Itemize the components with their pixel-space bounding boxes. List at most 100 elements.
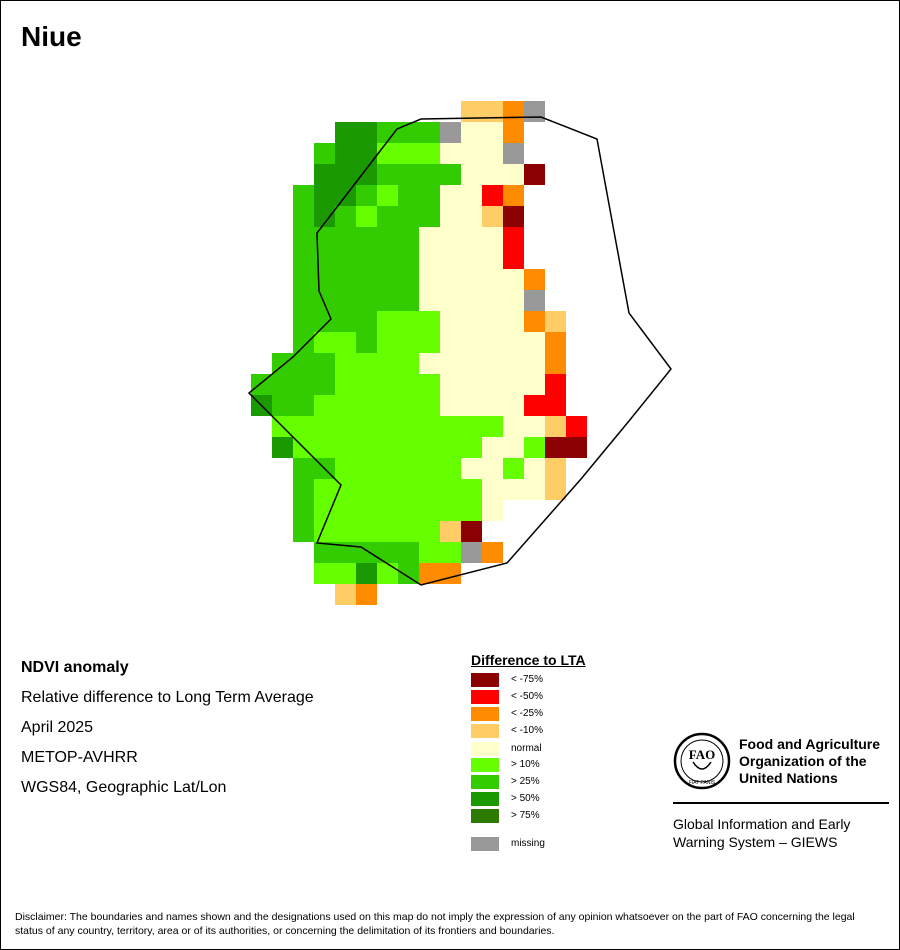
ndvi-cell <box>440 395 461 416</box>
ndvi-cell <box>419 542 440 563</box>
ndvi-cell <box>440 248 461 269</box>
ndvi-cell <box>419 227 440 248</box>
ndvi-cell <box>314 164 335 185</box>
ndvi-cell <box>419 416 440 437</box>
ndvi-cell <box>293 332 314 353</box>
ndvi-cell <box>293 479 314 500</box>
ndvi-cell <box>524 479 545 500</box>
ndvi-cell <box>440 332 461 353</box>
ndvi-cell <box>314 395 335 416</box>
legend-swatch <box>471 792 499 806</box>
ndvi-cell <box>356 122 377 143</box>
ndvi-cell <box>503 437 524 458</box>
giews-name: Global Information and Early Warning Sys… <box>673 816 851 850</box>
ndvi-cell <box>440 185 461 206</box>
ndvi-cell <box>440 458 461 479</box>
ndvi-cell <box>272 374 293 395</box>
ndvi-cell <box>314 479 335 500</box>
ndvi-cell <box>272 395 293 416</box>
ndvi-cell <box>566 437 587 458</box>
ndvi-cell <box>440 206 461 227</box>
ndvi-cell <box>314 227 335 248</box>
ndvi-cell <box>419 332 440 353</box>
ndvi-cell <box>356 227 377 248</box>
ndvi-cell <box>293 206 314 227</box>
fao-logo-icon: FAO FIAT PANIS <box>673 732 731 790</box>
ndvi-cell <box>335 563 356 584</box>
niue-map <box>247 101 672 605</box>
ndvi-cell <box>293 353 314 374</box>
ndvi-cell <box>461 521 482 542</box>
ndvi-cell <box>377 374 398 395</box>
ndvi-cell <box>482 290 503 311</box>
ndvi-cell <box>461 143 482 164</box>
product-date: April 2025 <box>21 719 94 736</box>
ndvi-cell <box>440 353 461 374</box>
ndvi-cell <box>377 500 398 521</box>
ndvi-cell <box>356 584 377 605</box>
ndvi-cell <box>482 248 503 269</box>
ndvi-cell <box>524 353 545 374</box>
ndvi-cell <box>461 374 482 395</box>
ndvi-cell <box>356 458 377 479</box>
legend-label: > 75% <box>511 810 540 821</box>
ndvi-cell <box>461 227 482 248</box>
ndvi-cell <box>377 122 398 143</box>
ndvi-cell <box>419 206 440 227</box>
ndvi-cell <box>503 248 524 269</box>
ndvi-cell <box>293 248 314 269</box>
ndvi-cell <box>482 332 503 353</box>
ndvi-cell <box>440 500 461 521</box>
ndvi-cell <box>545 332 566 353</box>
ndvi-cell <box>461 311 482 332</box>
ndvi-cell <box>335 311 356 332</box>
ndvi-cell <box>356 290 377 311</box>
ndvi-cell <box>335 227 356 248</box>
ndvi-cell <box>335 332 356 353</box>
ndvi-cell <box>545 458 566 479</box>
ndvi-cell <box>314 269 335 290</box>
ndvi-cell <box>440 479 461 500</box>
ndvi-cell <box>335 500 356 521</box>
ndvi-cell <box>356 500 377 521</box>
ndvi-cell <box>335 248 356 269</box>
ndvi-cell <box>503 311 524 332</box>
ndvi-cell <box>440 521 461 542</box>
ndvi-cell <box>419 521 440 542</box>
ndvi-cell <box>377 311 398 332</box>
ndvi-cell <box>398 416 419 437</box>
ndvi-cell <box>503 101 524 122</box>
legend-label: > 25% <box>511 776 540 787</box>
ndvi-cell <box>440 269 461 290</box>
legend-label: < -75% <box>511 674 543 685</box>
ndvi-cell <box>461 353 482 374</box>
ndvi-cell <box>398 479 419 500</box>
ndvi-cell <box>524 458 545 479</box>
ndvi-cell <box>461 164 482 185</box>
ndvi-cell <box>377 437 398 458</box>
ndvi-cell <box>293 458 314 479</box>
ndvi-cell <box>377 353 398 374</box>
ndvi-cell <box>503 374 524 395</box>
ndvi-cell <box>398 395 419 416</box>
ndvi-cell <box>524 311 545 332</box>
ndvi-cell <box>398 185 419 206</box>
ndvi-cell <box>482 164 503 185</box>
ndvi-cell <box>482 353 503 374</box>
ndvi-cell <box>314 290 335 311</box>
ndvi-cell <box>356 206 377 227</box>
ndvi-cell <box>524 374 545 395</box>
product-projection: WGS84, Geographic Lat/Lon <box>21 779 227 796</box>
ndvi-cell <box>335 521 356 542</box>
ndvi-cell <box>461 437 482 458</box>
ndvi-cell <box>293 416 314 437</box>
ndvi-cell <box>377 416 398 437</box>
ndvi-cell <box>419 248 440 269</box>
ndvi-cell <box>335 164 356 185</box>
ndvi-cell <box>419 563 440 584</box>
product-sensor: METOP-AVHRR <box>21 749 138 766</box>
ndvi-cell <box>356 416 377 437</box>
ndvi-cell <box>314 500 335 521</box>
ndvi-cell <box>377 563 398 584</box>
